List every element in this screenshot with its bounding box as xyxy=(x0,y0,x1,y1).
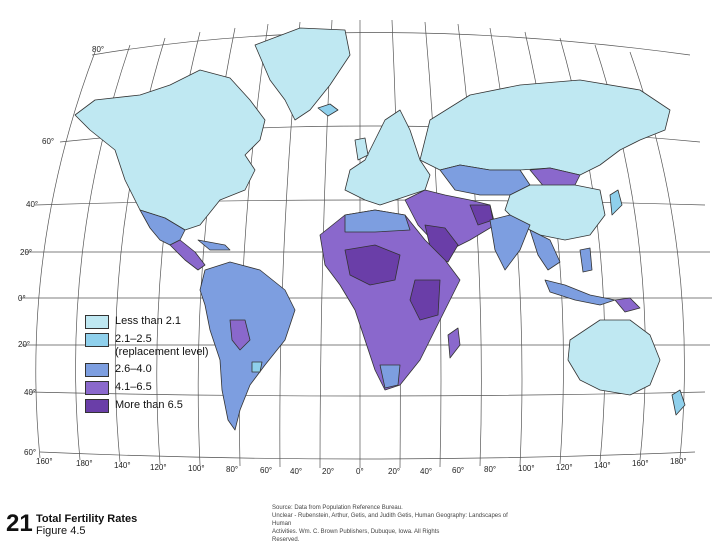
region-canada-usa xyxy=(74,69,266,231)
region-australia xyxy=(567,319,661,396)
region-sahel xyxy=(344,244,401,286)
lon-label: 80° xyxy=(226,465,238,474)
lat-label: 40° xyxy=(24,388,36,397)
source-line: Unclear - Rubenstein, Arthur, Getis, and… xyxy=(272,513,508,527)
continents xyxy=(74,27,686,431)
region-india xyxy=(489,214,531,271)
region-madagascar xyxy=(447,327,461,359)
lat-label: 80° xyxy=(92,45,104,54)
lat-label: 40° xyxy=(26,200,38,209)
figure-title: Total Fertility Rates xyxy=(36,513,138,525)
legend-item: 2.6–4.0 xyxy=(85,363,285,377)
lon-label: 180° xyxy=(76,459,93,468)
legend-swatch xyxy=(85,399,109,413)
figure-caption: 21 Total Fertility Rates Figure 4.5 Sour… xyxy=(0,498,720,543)
lon-label: 60° xyxy=(452,466,464,475)
region-southeast-asia xyxy=(529,229,561,271)
graticule-line xyxy=(39,451,696,460)
lat-label: 60° xyxy=(24,448,36,457)
lon-label: 100° xyxy=(188,464,205,473)
lon-label: 40° xyxy=(290,467,302,476)
region-new-zealand xyxy=(671,389,686,416)
world-fertility-map: 80° 60° 40° 20° 0° 20° 40° 60° 160° 180°… xyxy=(18,19,712,476)
region-caribbean xyxy=(197,239,231,251)
legend-label: Less than 2.1 xyxy=(115,315,182,327)
lon-label: 80° xyxy=(484,465,496,474)
region-greenland xyxy=(254,27,351,121)
lon-label: 40° xyxy=(420,467,432,476)
graticule-line xyxy=(35,51,96,459)
graticule-line xyxy=(91,32,691,56)
lon-label: 0° xyxy=(356,467,364,476)
legend-label: 2.1–2.5 xyxy=(115,333,152,345)
region-bolivia-paraguay xyxy=(229,319,251,351)
figure-number: 21 xyxy=(6,510,33,537)
legend-item: Less than 2.1 xyxy=(85,315,285,329)
lat-label: 20° xyxy=(18,340,30,349)
region-east-africa xyxy=(409,279,441,321)
lon-label: 20° xyxy=(388,467,400,476)
region-uk xyxy=(354,137,369,161)
region-russia xyxy=(419,79,671,176)
region-uruguay xyxy=(251,361,263,373)
legend-swatch xyxy=(85,333,109,347)
lon-label: 120° xyxy=(556,463,573,472)
legend-swatch xyxy=(85,315,109,329)
legend-swatch xyxy=(85,381,109,395)
longitude-labels: 160° 180° 140° 120° 100° 80° 60° 40° 20°… xyxy=(36,457,687,476)
lon-label: 140° xyxy=(114,461,131,470)
lon-label: 180° xyxy=(670,457,687,466)
region-north-africa xyxy=(344,209,411,233)
figure-subtitle: Figure 4.5 xyxy=(36,525,86,537)
region-south-africa xyxy=(379,364,401,389)
region-japan xyxy=(609,189,623,216)
legend-label: 4.1–6.5 xyxy=(115,381,152,393)
lat-label: 20° xyxy=(20,248,32,257)
region-central-america xyxy=(169,239,206,271)
legend-item: More than 6.5 xyxy=(85,399,285,413)
legend-item: 4.1–6.5 xyxy=(85,381,285,395)
graticule-line xyxy=(29,391,706,397)
latitude-labels: 80° 60° 40° 20° 0° 20° 40° 60° xyxy=(18,45,104,457)
lon-label: 160° xyxy=(36,457,53,466)
lon-label: 140° xyxy=(594,461,611,470)
legend-swatch xyxy=(85,363,109,377)
legend-label: More than 6.5 xyxy=(115,399,183,411)
source-line: Reserved. xyxy=(272,537,300,543)
region-new-guinea xyxy=(614,297,641,313)
lon-label: 20° xyxy=(322,467,334,476)
lon-label: 160° xyxy=(632,459,649,468)
region-iceland xyxy=(317,103,339,117)
graticule-line xyxy=(457,23,482,467)
region-philippines xyxy=(579,247,593,273)
source-note: Source: Data from Population Reference B… xyxy=(272,504,512,544)
lon-label: 120° xyxy=(150,463,167,472)
legend-item: 2.1–2.5 (replacement level) xyxy=(85,333,285,359)
legend-sublabel: (replacement level) xyxy=(115,346,209,358)
legend: Less than 2.1 2.1–2.5 (replacement level… xyxy=(85,315,285,417)
source-line: Source: Data from Population Reference B… xyxy=(272,505,403,511)
legend-label-group: 2.1–2.5 (replacement level) xyxy=(115,333,209,359)
lat-label: 0° xyxy=(18,294,26,303)
region-indonesia xyxy=(544,279,616,306)
lat-label: 60° xyxy=(42,137,54,146)
source-line: Activities. Wm. C. Brown Publishers, Dub… xyxy=(272,529,440,535)
region-south-america xyxy=(199,261,296,431)
lon-label: 100° xyxy=(518,464,535,473)
legend-label: 2.6–4.0 xyxy=(115,363,152,375)
lon-label: 60° xyxy=(260,466,272,475)
